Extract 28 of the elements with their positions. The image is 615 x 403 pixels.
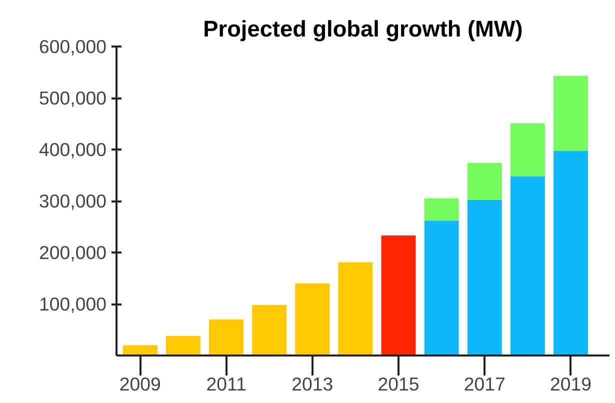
x-tick-label: 2013 (292, 374, 334, 394)
bar (166, 336, 200, 356)
bar (252, 305, 287, 356)
bar (122, 345, 158, 356)
x-tick-label: 2019 (550, 374, 592, 394)
y-tick-label: 500,000 (39, 88, 107, 108)
y-tick-label: 200,000 (39, 242, 107, 263)
bar (209, 319, 244, 356)
bar (295, 283, 330, 356)
x-tick-label: 2017 (464, 374, 506, 394)
y-tick-label: 600,000 (39, 36, 107, 57)
bar (467, 162, 502, 200)
bar (467, 200, 502, 356)
bar (554, 151, 588, 356)
x-tick-label: 2011 (206, 374, 246, 394)
x-tick-label: 2015 (378, 374, 420, 394)
bar (424, 198, 459, 221)
bar (510, 176, 545, 356)
bar (381, 236, 416, 356)
bar (338, 262, 373, 356)
bar (554, 76, 588, 152)
chart-title: Projected global growth (MW) (203, 16, 523, 42)
y-tick-label: 300,000 (39, 190, 107, 212)
y-tick-label: 100,000 (39, 294, 107, 314)
bar (424, 220, 459, 356)
x-tick-label: 2009 (119, 374, 161, 394)
y-tick-label: 400,000 (39, 139, 107, 160)
bar (510, 123, 545, 176)
